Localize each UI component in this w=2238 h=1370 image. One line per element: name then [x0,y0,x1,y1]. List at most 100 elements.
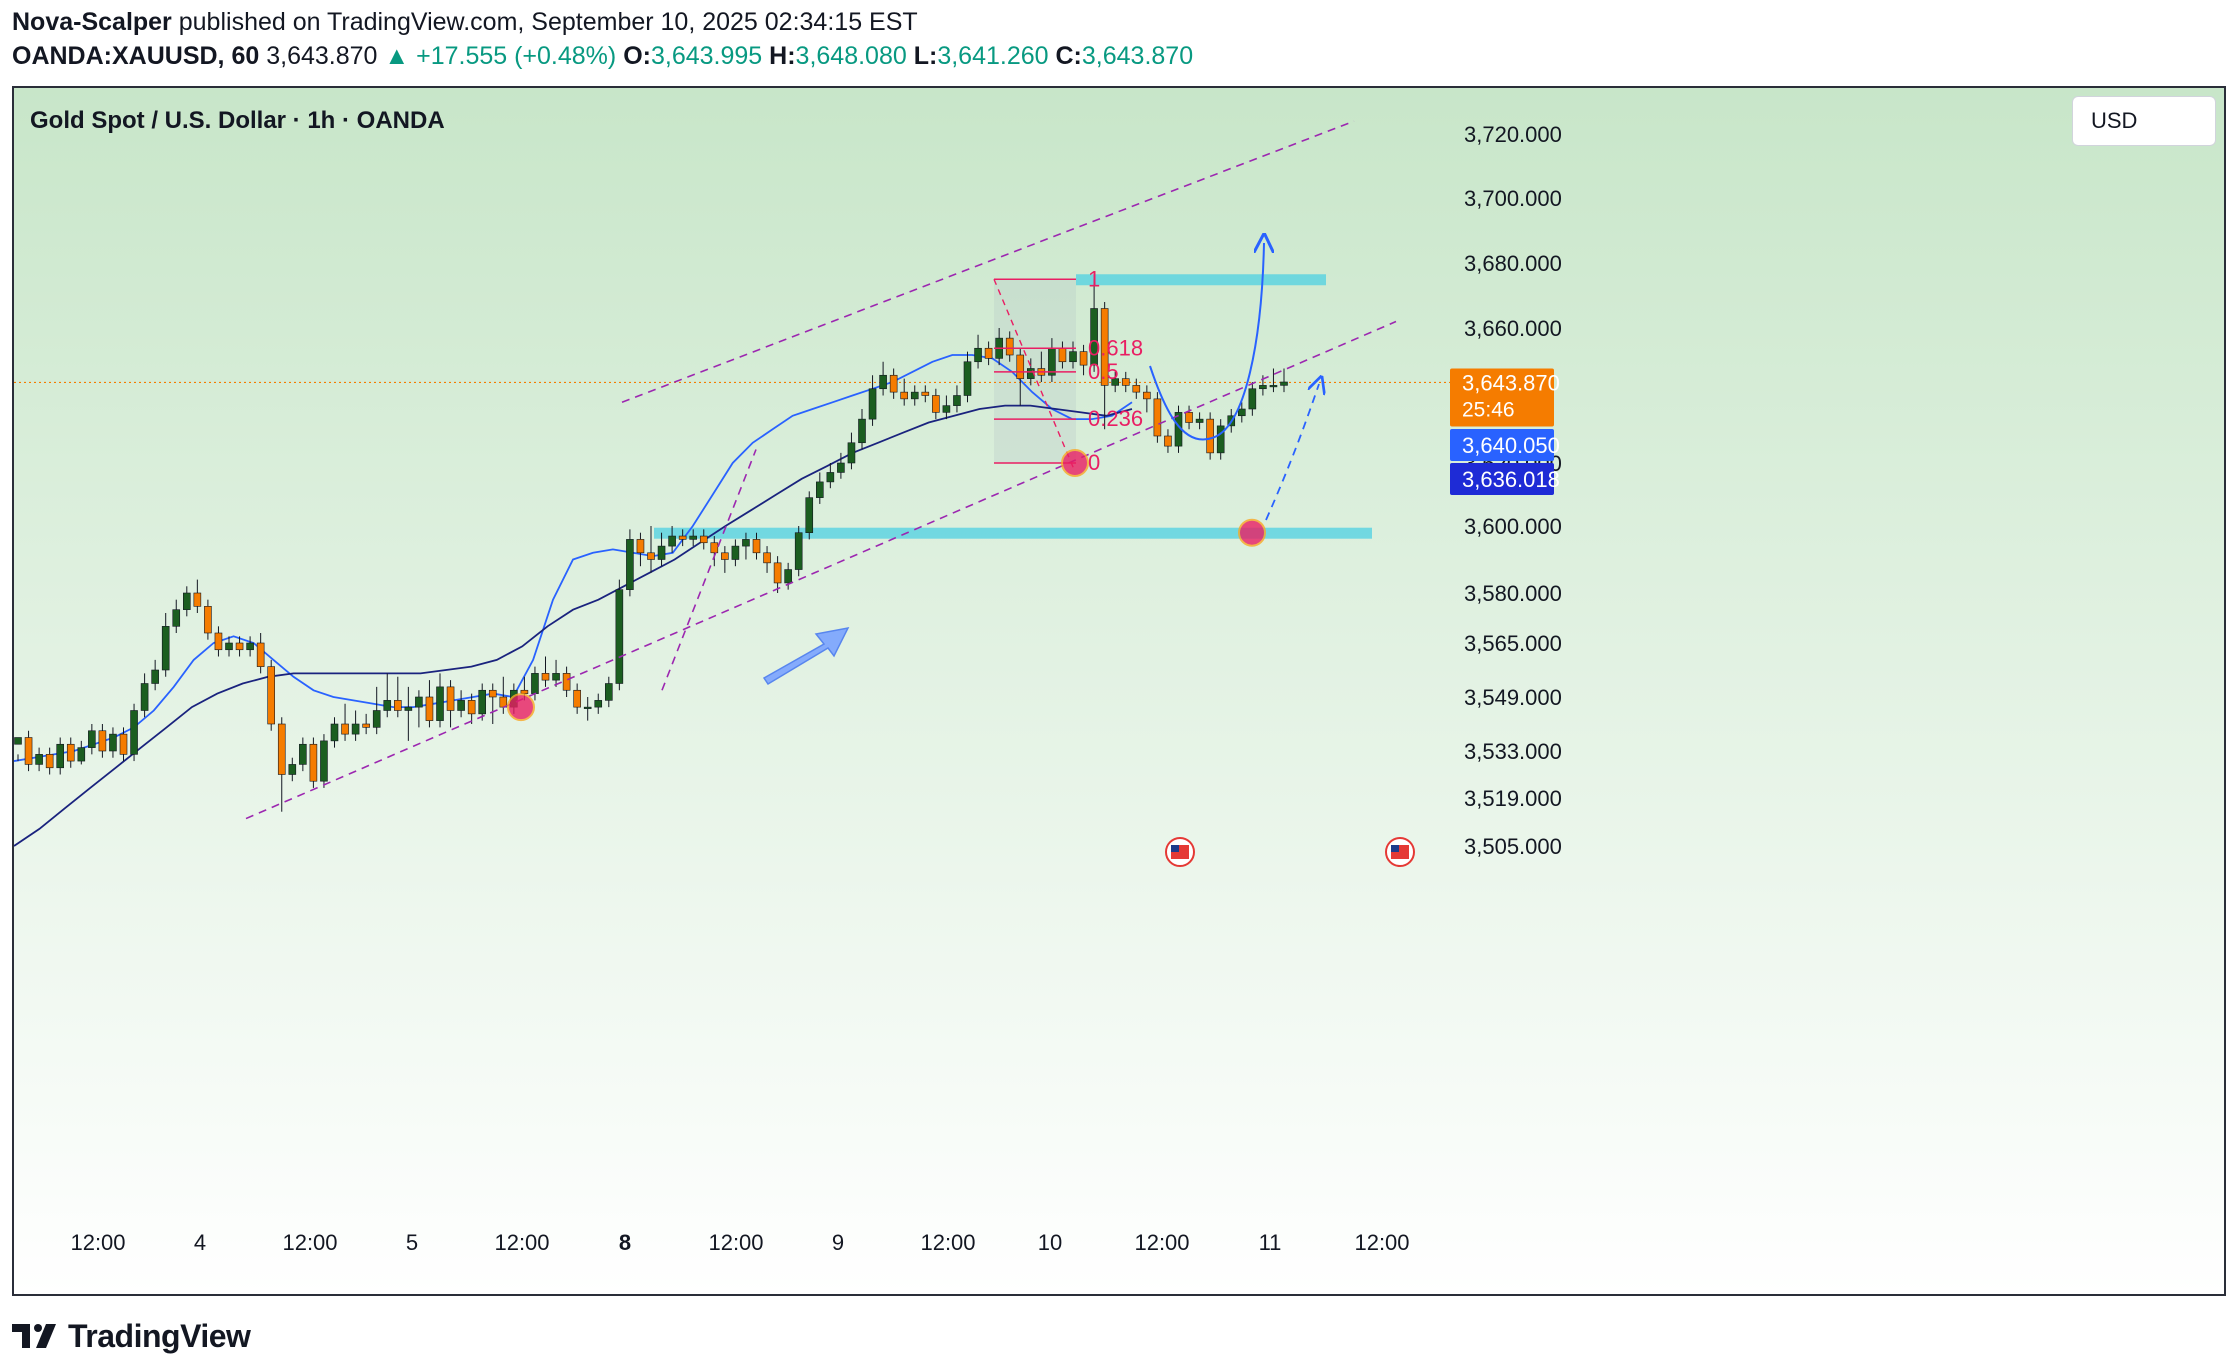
symbol-label[interactable]: OANDA:XAUUSD, 60 [12,42,260,70]
y-axis-tick-label: 3,580.000 [1464,581,1562,606]
price-tag-last: 3,643.870 25:46 [1450,368,1560,427]
candle [256,633,265,674]
candle-body [910,391,919,400]
chart-title: Gold Spot / U.S. Dollar · 1h · OANDA [30,107,445,134]
x-axis-tick-label: 12:00 [1134,1230,1189,1255]
candle [1005,331,1014,362]
candle [330,717,339,748]
candle-body [214,632,223,651]
candle [77,740,86,765]
candle-body [130,710,138,755]
zone-support [654,527,1372,539]
candle [868,375,877,426]
candle-body [573,689,581,708]
candle [1079,344,1088,376]
ohlc-line: OANDA:XAUUSD, 60 3,643.870 ▲ +17.555 (+0… [12,42,1193,71]
candle-body [1090,308,1098,366]
candle-body [858,418,866,444]
candle [204,599,212,640]
candle-body [204,606,212,634]
candle [267,659,275,731]
candle [847,432,856,470]
candle [974,334,982,369]
candle-body [974,347,982,363]
candle-body [151,669,159,684]
currency-button[interactable]: USD [2072,96,2216,146]
open-value: 3,643.995 [650,42,763,70]
candle [953,385,961,413]
candle-body [647,552,655,560]
candle [1100,302,1109,430]
candle-body [1153,398,1162,437]
candle-body [678,535,687,540]
candle-body [689,535,698,540]
candle [647,526,655,573]
published-text: published on TradingView.com, September … [171,8,918,36]
candle [214,626,223,657]
candle [467,693,476,724]
candle [636,532,645,567]
candle [889,368,898,399]
candle-body [404,706,413,711]
candle-body [900,391,909,400]
candle-body [140,683,149,711]
candle-body [14,737,22,745]
candle [1164,429,1172,453]
candle [1238,402,1246,423]
trend-breakout-line [661,449,757,691]
candle-body [119,733,128,755]
candle [573,683,581,714]
candle [721,546,729,573]
candle-body [626,539,634,590]
author-name[interactable]: Nova-Scalper [12,8,172,36]
candle-body [942,405,951,413]
candle [362,713,370,735]
price-tag-last-label: 3,643.870 [1462,370,1560,395]
candle [541,656,550,687]
candle [963,351,972,403]
candle [235,636,244,657]
candle [436,673,444,728]
candle-body [457,700,465,711]
price-tag-last-bg [1450,368,1554,427]
candle [742,532,750,560]
candle-body [330,723,339,742]
candle [404,686,413,741]
candle-body [393,700,402,711]
ema-slow-line [14,404,1133,847]
candle-body [309,743,318,782]
candle-body [1143,391,1151,400]
candle-body [763,552,771,564]
candle-body [1079,351,1088,366]
x-axis-tick-label: 12:00 [920,1230,975,1255]
candle-body [109,733,117,752]
candle [1016,348,1025,406]
price-tag-ema-fast: 3,640.050 [1450,429,1560,461]
candle-body [868,388,877,420]
candle-body [225,642,233,651]
candle [1269,368,1278,393]
candle-body [837,462,845,473]
candle-body [372,710,381,728]
candle-body [1269,385,1278,388]
candle-body [235,642,244,651]
pivot-marker [1238,518,1266,547]
high-value: 3,648.080 [795,42,907,70]
candle [773,556,782,593]
fib-level-label: 0 [1088,450,1100,475]
candle-body [277,723,286,775]
candle-body [35,754,43,765]
candle [45,747,54,775]
candle-body [826,472,835,483]
candle [668,526,676,553]
candle-body [889,374,898,393]
candle [604,676,613,708]
candle-body [488,689,497,698]
x-axis-tick-label: 12:00 [494,1230,549,1255]
us-flag-icon [1165,837,1195,867]
candle-body [562,673,571,691]
flag-canton [1171,845,1179,852]
candle-body [362,723,370,728]
low-value: 3,641.260 [937,42,1049,70]
